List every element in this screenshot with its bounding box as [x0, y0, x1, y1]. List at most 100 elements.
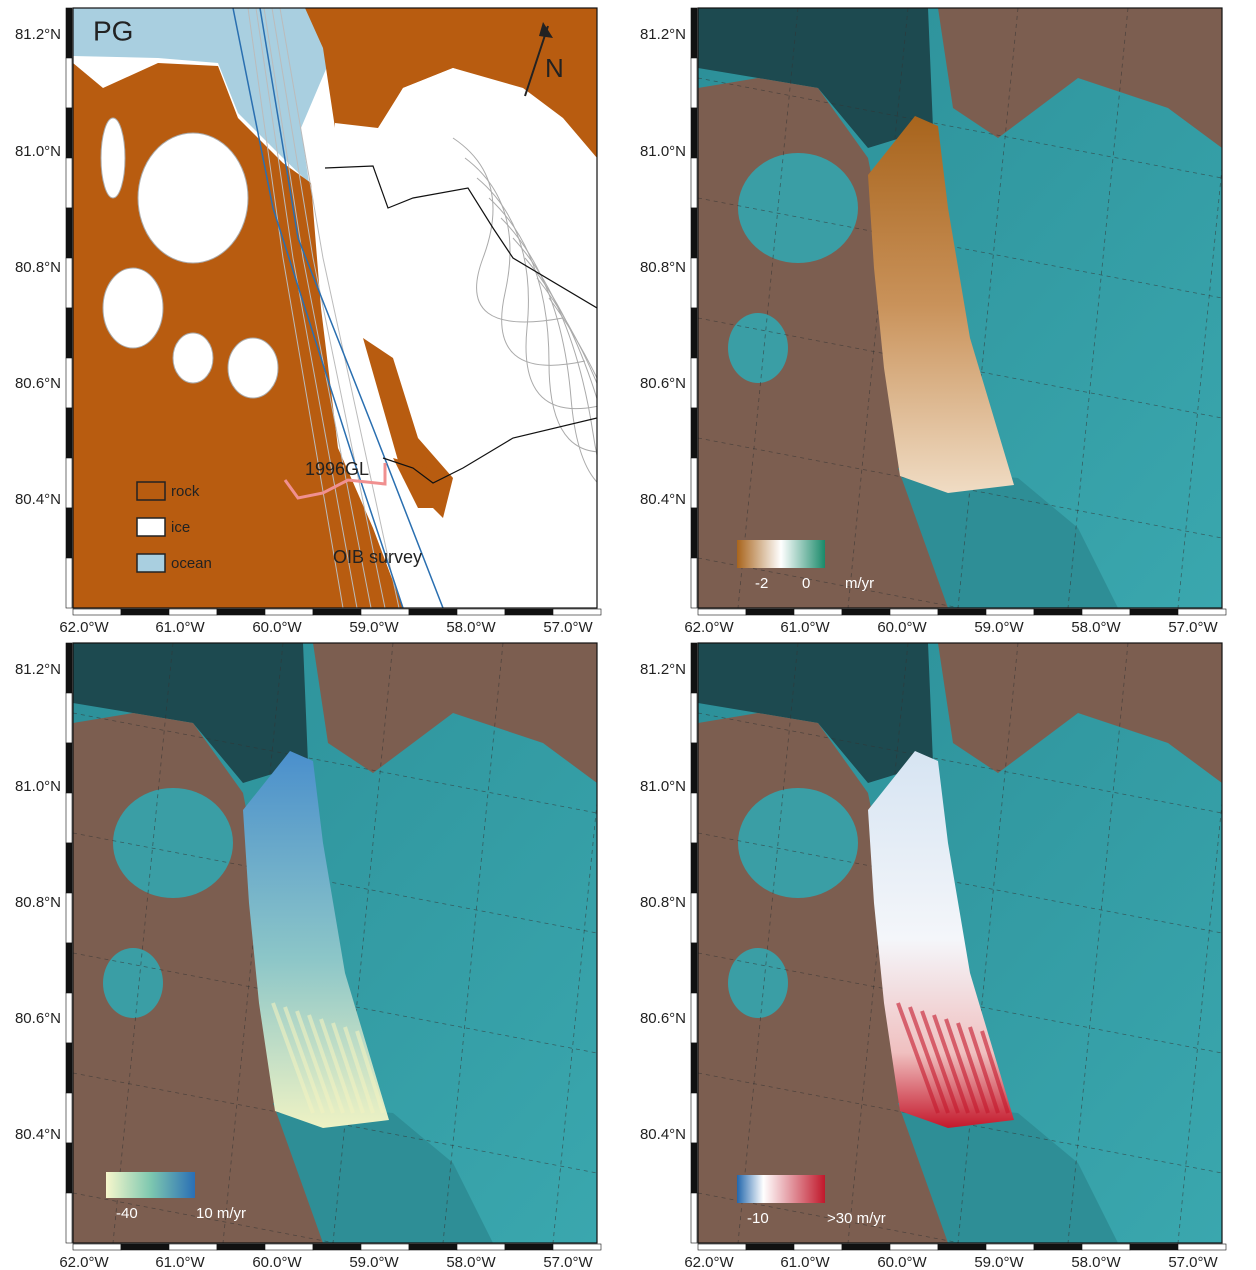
ice-cap [728, 948, 788, 1018]
axis-bar [691, 458, 697, 508]
axis-bar [986, 1244, 1034, 1250]
legend-label: rock [171, 483, 200, 500]
axis-bar [794, 1244, 842, 1250]
latitude-label: 81.0°N [640, 143, 686, 160]
axis-bar [691, 8, 697, 58]
longitude-label: 62.0°W [684, 619, 734, 636]
axis-bar [66, 843, 72, 893]
axis-bar [691, 943, 697, 993]
axis-bar [890, 609, 938, 615]
latitude-label: 80.8°N [640, 259, 686, 276]
ice-cap [228, 338, 278, 398]
axis-bar [361, 609, 409, 615]
axis-bar [217, 609, 265, 615]
axis-bar [66, 558, 72, 608]
axis-bar [66, 1093, 72, 1143]
latitude-label: 81.2°N [15, 26, 61, 43]
longitude-label: 61.0°W [780, 619, 830, 636]
longitude-label: 60.0°W [877, 619, 927, 636]
axis-bar [1082, 1244, 1130, 1250]
latitude-label: 81.0°N [15, 778, 61, 795]
axis-bar [938, 609, 986, 615]
latitude-label: 80.8°N [15, 259, 61, 276]
legend-label: ocean [171, 555, 212, 572]
latitude-label: 80.4°N [640, 491, 686, 508]
longitude-label: 58.0°W [446, 619, 496, 636]
latitude-label: 80.6°N [640, 375, 686, 392]
axis-bar [938, 1244, 986, 1250]
axis-bar [842, 1244, 890, 1250]
axis-bar [1130, 609, 1178, 615]
longitude-label: 60.0°W [252, 1254, 302, 1270]
figure: PGN1996GLOIB surveyrockiceocean81.2°N81.… [0, 0, 1256, 1270]
latitude-label: 80.6°N [15, 375, 61, 392]
longitude-label: 61.0°W [155, 1254, 205, 1270]
ice-cap [103, 268, 163, 348]
axis-bar [265, 1244, 313, 1250]
axis-bar [691, 643, 697, 693]
axis-bar [66, 208, 72, 258]
axis-bar [553, 609, 601, 615]
axis-bar [66, 8, 72, 58]
axis-bar [691, 1043, 697, 1093]
axis-bar [691, 358, 697, 408]
colorbar-label: 10 m/yr [196, 1205, 246, 1222]
axis-bar [66, 1143, 72, 1193]
longitude-label: 60.0°W [252, 619, 302, 636]
axis-bar [66, 643, 72, 693]
axis-bar [691, 308, 697, 358]
axis-bar [691, 1193, 697, 1243]
longitude-label: 58.0°W [1071, 619, 1121, 636]
longitude-label: 57.0°W [543, 1254, 593, 1270]
axis-bar [691, 1093, 697, 1143]
ice-cap [138, 133, 248, 263]
axis-bar [691, 1143, 697, 1193]
ice-cap [103, 948, 163, 1018]
colorbar-label: m/yr [845, 575, 874, 592]
axis-bar [66, 458, 72, 508]
latitude-label: 80.8°N [640, 894, 686, 911]
axis-bar [691, 508, 697, 558]
axis-bar [1034, 1244, 1082, 1250]
colorbar [737, 1175, 825, 1203]
longitude-label: 59.0°W [974, 619, 1024, 636]
axis-bar [698, 1244, 746, 1250]
ice-cap [101, 118, 125, 198]
axis-bar [986, 609, 1034, 615]
axis-bar [66, 308, 72, 358]
north-label: N [545, 53, 564, 83]
colorbar-label: -10 [747, 1210, 769, 1227]
longitude-label: 59.0°W [974, 1254, 1024, 1270]
axis-bar [505, 1244, 553, 1250]
axis-bar [842, 609, 890, 615]
latitude-label: 80.4°N [15, 491, 61, 508]
axis-bar [66, 408, 72, 458]
axis-bar [66, 508, 72, 558]
axis-bar [169, 1244, 217, 1250]
axis-bar [66, 793, 72, 843]
axis-bar [794, 609, 842, 615]
annotation: 1996GL [305, 459, 369, 479]
latitude-label: 80.6°N [15, 1010, 61, 1027]
longitude-label: 59.0°W [349, 619, 399, 636]
axis-bar [66, 358, 72, 408]
colorbar-label: -40 [116, 1205, 138, 1222]
latitude-label: 80.4°N [15, 1126, 61, 1143]
axis-bar [691, 893, 697, 943]
latitude-label: 80.6°N [640, 1010, 686, 1027]
axis-bar [691, 208, 697, 258]
axis-bar [698, 609, 746, 615]
axis-bar [265, 609, 313, 615]
axis-bar [409, 609, 457, 615]
colorbar [737, 540, 825, 568]
longitude-label: 62.0°W [59, 619, 109, 636]
axis-bar [66, 943, 72, 993]
axis-bar [746, 1244, 794, 1250]
axis-bar [66, 1193, 72, 1243]
latitude-label: 81.2°N [640, 26, 686, 43]
colorbar [106, 1172, 195, 1198]
axis-bar [1178, 609, 1226, 615]
axis-bar [691, 843, 697, 893]
axis-bar [457, 1244, 505, 1250]
